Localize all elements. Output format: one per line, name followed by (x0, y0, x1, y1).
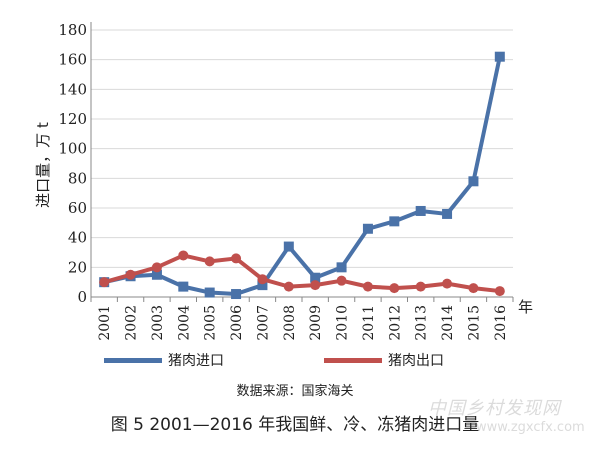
data-point-import (151, 269, 162, 280)
y-tick-label: 80 (68, 169, 87, 187)
data-point-export (494, 286, 505, 297)
watermark-line2: www.zgxcfx.com (476, 420, 585, 435)
data-point-export (389, 283, 400, 294)
y-tick-label: 120 (58, 110, 87, 128)
y-tick-label: 180 (58, 21, 87, 39)
legend-swatch-import (104, 357, 162, 363)
data-point-import (442, 208, 453, 219)
x-tick-label: 2002 (124, 305, 140, 341)
data-point-import (494, 51, 505, 62)
series-line-import (103, 56, 502, 297)
data-point-import (389, 216, 400, 227)
legend-label-import: 猪肉进口 (168, 353, 224, 369)
data-point-export (151, 262, 162, 273)
axes (90, 22, 514, 302)
x-tick-label: 2010 (335, 305, 351, 341)
x-tick-label: 2014 (440, 305, 456, 341)
data-point-import (283, 241, 294, 252)
figure-caption: 图 5 2001—2016 年我国鲜、冷、冻猪肉进口量 (110, 415, 480, 435)
y-tick-label: 160 (58, 51, 87, 69)
data-point-export (231, 253, 242, 264)
data-point-export (125, 269, 136, 280)
data-point-export (310, 280, 321, 291)
x-tick-label: 2013 (414, 305, 430, 341)
legend-swatch-export (324, 357, 382, 363)
data-point-export (442, 278, 453, 289)
series-lines (99, 51, 505, 300)
y-tick-label: 20 (68, 258, 87, 276)
x-tick-label: 2003 (150, 305, 166, 341)
x-tick-label: 2016 (493, 305, 509, 341)
x-tick-label: 2001 (97, 305, 113, 341)
legend-item-import: 猪肉进口 (104, 350, 224, 370)
legend-label-export: 猪肉出口 (388, 353, 444, 369)
data-point-import (231, 289, 242, 300)
data-point-export (204, 256, 215, 267)
legend-item-export: 猪肉出口 (324, 350, 444, 370)
y-tick-labels: 0 20 40 60 80 100 120 140 160 180 (58, 21, 87, 306)
data-point-export (283, 281, 294, 292)
data-point-export (415, 281, 426, 292)
x-tick-label: 2008 (282, 305, 298, 341)
series-line-export (103, 253, 501, 294)
data-point-export (336, 275, 347, 286)
data-point-import (468, 176, 479, 187)
y-tick-label: 60 (68, 199, 87, 217)
data-point-import (178, 281, 189, 292)
y-axis-label: 进口量，万 t (34, 122, 52, 208)
data-source-note: 数据来源：国家海关 (236, 384, 354, 399)
x-tick-label: 2011 (361, 305, 377, 341)
x-tick-label: 2009 (308, 305, 324, 341)
x-tick-label: 2012 (387, 305, 403, 341)
data-point-export (99, 277, 110, 288)
legend: 猪肉进口 猪肉出口 (104, 350, 544, 370)
data-point-import (204, 287, 215, 298)
x-tick-label: 2015 (466, 305, 482, 341)
data-point-export (362, 281, 373, 292)
grid-lines (91, 29, 513, 268)
x-tick-label: 2004 (176, 305, 192, 341)
data-point-export (468, 283, 479, 294)
data-point-import (310, 272, 321, 283)
data-point-import (257, 280, 268, 291)
watermark-line1: 中国乡村发现网 (428, 398, 561, 419)
y-tick-label: 40 (68, 229, 87, 247)
y-tick-label: 0 (77, 288, 87, 306)
data-point-import (415, 205, 426, 216)
x-tick-label: 2007 (255, 305, 271, 341)
x-tick-labels: 2001 2002 2003 2004 2005 2006 2007 2008 2009 2010… (97, 305, 509, 341)
x-axis-unit: 年 (518, 298, 533, 316)
data-point-export (257, 274, 268, 285)
data-point-import (362, 223, 373, 234)
x-tick-label: 2006 (229, 305, 245, 341)
data-point-import (336, 262, 347, 273)
watermark: 中国乡村发现网 www.zgxcfx.com (428, 394, 588, 446)
data-point-export (178, 250, 189, 261)
y-tick-label: 100 (58, 140, 87, 158)
y-tick-label: 140 (58, 80, 87, 98)
x-tick-label: 2005 (203, 305, 219, 341)
